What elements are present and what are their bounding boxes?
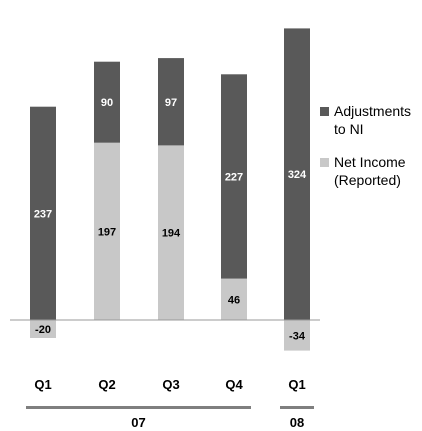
bar-adjustments	[284, 28, 310, 321]
bar-labels-layer: -20 237 197 90 194 97 46 227 -34 324	[34, 97, 307, 343]
x-tick-label: Q2	[98, 377, 115, 392]
bar-net-income	[221, 278, 247, 320]
x-tick-label: Q1	[34, 377, 51, 392]
group-labels: 07 08	[26, 406, 314, 430]
x-tick-label: Q1	[288, 377, 305, 392]
bar-label-net-income: -34	[289, 330, 306, 342]
legend-swatch	[320, 158, 329, 167]
legend-label-line2: (Reported)	[334, 172, 401, 188]
bar-label-adjustments: 90	[101, 97, 113, 109]
bar-label-adjustments: 324	[288, 169, 307, 181]
group-label: 07	[131, 415, 145, 430]
x-axis-labels: Q1 Q2 Q3 Q4 Q1	[34, 377, 305, 392]
legend-label: Net Income	[334, 154, 406, 170]
bar-label-adjustments: 227	[225, 171, 243, 183]
group-label: 08	[290, 415, 304, 430]
bar-adjustments	[94, 61, 120, 143]
bar-label-adjustments: 237	[34, 208, 52, 220]
bar-label-adjustments: 97	[165, 97, 177, 109]
bar-net-income	[158, 145, 184, 320]
bar-adjustments	[221, 74, 247, 279]
bar-net-income	[284, 320, 310, 351]
group-bracket	[26, 406, 251, 409]
x-tick-label: Q3	[162, 377, 179, 392]
bar-label-net-income: 197	[98, 226, 116, 238]
bar-label-net-income: 194	[162, 228, 181, 240]
bars-layer	[30, 28, 310, 351]
bar-label-net-income: -20	[35, 324, 51, 336]
bar-net-income	[30, 320, 56, 338]
legend-label: Adjustments	[334, 103, 411, 119]
legend: Adjustments to NI Net Income (Reported)	[320, 103, 411, 188]
bar-adjustments	[158, 58, 184, 146]
legend-swatch	[320, 107, 329, 116]
x-tick-label: Q4	[225, 377, 243, 392]
bar-net-income	[94, 142, 120, 320]
bar-adjustments	[30, 106, 56, 320]
bar-label-net-income: 46	[228, 294, 240, 306]
legend-label-line2: to NI	[334, 121, 364, 137]
group-bracket	[280, 406, 314, 409]
